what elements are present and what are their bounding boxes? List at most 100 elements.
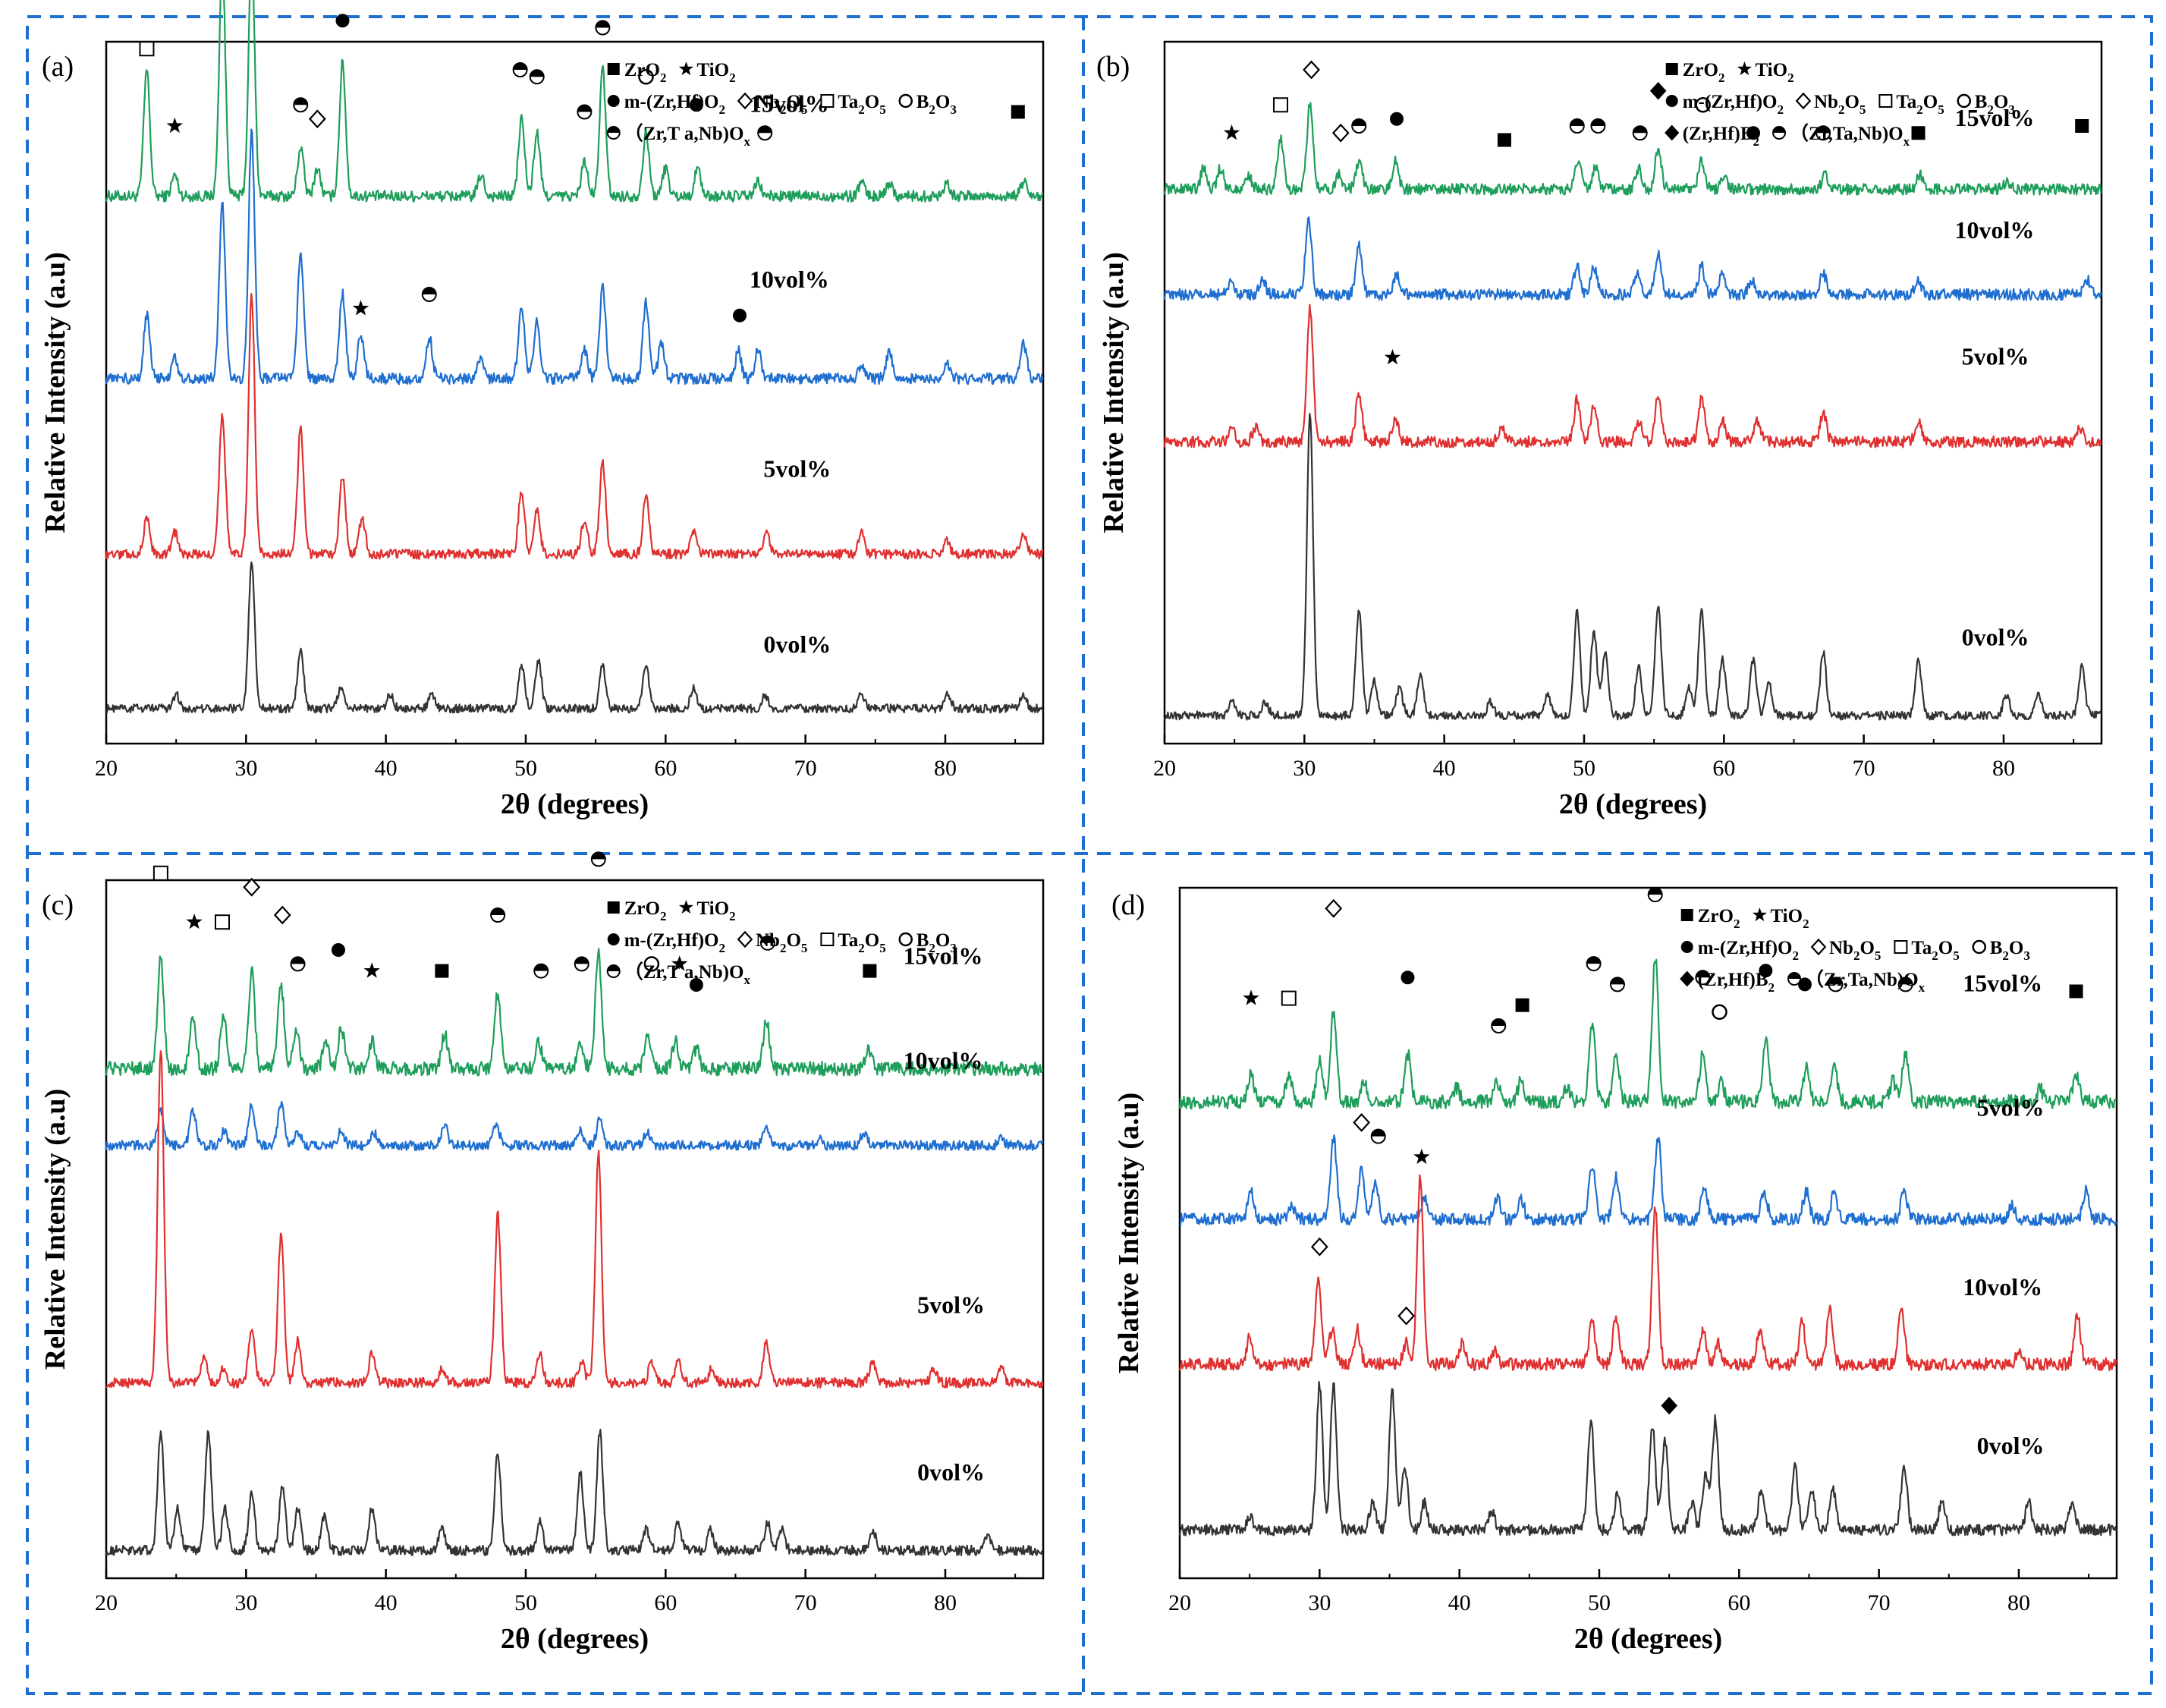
phase-marker-star: [1413, 1148, 1430, 1164]
phase-marker-open-diamond: [1397, 1306, 1416, 1326]
legend-label: O: [1859, 938, 1874, 958]
legend-entry: Nb2O5: [1829, 938, 1881, 963]
legend-label: B: [1975, 92, 1988, 112]
panel-1: (b) 20 30 40 50 60 70 80 2θ (degrees) Relative In…: [1096, 40, 2103, 820]
phase-marker-filled-square: [1011, 105, 1025, 119]
phase-marker-half-circle-fill: [591, 852, 605, 860]
x-tick-label: 60: [654, 756, 677, 781]
legend-label: O: [1844, 92, 1859, 112]
legend-entry: B2O3: [916, 930, 957, 955]
legend-subscript: 3: [950, 941, 957, 955]
phase-marker-half-circle: [1569, 118, 1585, 134]
legend-label: O: [786, 930, 800, 951]
legend-label: m-(Zr,Hf)O: [1683, 92, 1778, 112]
phase-marker-half-circle-fill: [760, 936, 775, 943]
phase-marker-half-circle: [1815, 125, 1831, 141]
phase-marker-open-square: [139, 41, 155, 57]
x-tick-label: 20: [1153, 756, 1176, 781]
legend-symbol-open-square: [1894, 940, 1908, 954]
legend-label: O: [865, 92, 879, 112]
x-axis-title: 2θ (degrees): [1559, 788, 1707, 820]
legend-label: （Zr,T a,Nb)O: [624, 122, 744, 144]
legend-label: B: [916, 930, 929, 951]
legend-entry: （Zr,T a,Nb)Ox: [624, 122, 751, 149]
legend-subscript: 2: [1838, 102, 1845, 117]
legend-symbol-open-circle: [1972, 939, 1986, 955]
legend-subscript: 2: [660, 909, 667, 923]
phase-marker-half-circle-fill: [1586, 957, 1601, 964]
legend-symbol-half-circle-fill: [607, 965, 620, 971]
x-tick-label: 40: [1448, 1590, 1471, 1615]
x-tick-label: 30: [1308, 1590, 1331, 1615]
phase-marker-filled-diamond: [1661, 1396, 1677, 1415]
phase-marker-half-circle: [590, 851, 606, 867]
phase-marker-half-circle: [759, 935, 775, 951]
series-label: 15vol%: [1954, 104, 2034, 131]
x-tick-label: 50: [514, 756, 537, 781]
x-axis-title: 2θ (degrees): [501, 1623, 649, 1655]
legend-label: Nb: [756, 92, 780, 112]
series-line-10vol%: [1163, 216, 2102, 301]
legend-subscript: 2: [1734, 917, 1740, 931]
phase-marker-half-circle: [1897, 977, 1913, 992]
series-label: 5vol%: [763, 455, 831, 483]
x-tick-label: 70: [794, 756, 817, 781]
legend-subscript: 2: [780, 102, 787, 117]
phase-marker-filled-square: [1497, 133, 1511, 147]
phase-marker-half-circle-fill: [1610, 977, 1624, 985]
series-label: 15vol%: [1963, 970, 2042, 997]
phase-marker-half-circle-fill: [422, 288, 436, 294]
legend-symbol-open-square: [820, 94, 835, 108]
x-tick-label: 20: [1168, 1590, 1191, 1615]
legend-subscript: x: [1919, 980, 1926, 995]
legend-symbol-filled-diamond: [1680, 970, 1695, 987]
figure-border: [26, 15, 2153, 1695]
x-tick-label: 30: [1293, 756, 1316, 781]
series-line-15vol%: [1178, 958, 2117, 1110]
plot-frame: [1178, 886, 2118, 1580]
legend-subscript: 5: [1938, 102, 1944, 117]
legend-entry: Nb2O5: [756, 92, 807, 117]
legend-symbol-star: [678, 900, 693, 914]
legend-symbol-filled-circle: [607, 95, 620, 107]
series-label: 5vol%: [917, 1291, 985, 1318]
phase-marker-half-circle-fill: [1898, 977, 1913, 985]
phase-marker-open-diamond: [1353, 1112, 1371, 1132]
phase-marker-half-circle-fill: [1352, 119, 1366, 126]
legend-subscript: 2: [718, 941, 725, 955]
y-axis-title: Relative Intensity (a.u): [39, 1089, 71, 1370]
series-line-0vol%: [1178, 1380, 2117, 1537]
legend-label: B: [1990, 938, 2003, 958]
legend-symbol-half-circle-fill: [1788, 973, 1801, 979]
panel-2: (c) 20 30 40 50 60 70 80 2θ (degrees) Relative In…: [39, 851, 1045, 1655]
legend-symbol-open-circle: [1957, 93, 1971, 109]
phase-marker-half-circle: [1828, 977, 1844, 992]
series-label: 10vol%: [1963, 1273, 2042, 1301]
legend-symbol-filled-square: [1680, 909, 1693, 921]
phase-marker-half-circle: [577, 104, 593, 120]
y-axis-title: Relative Intensity (a.u): [1098, 252, 1130, 533]
series-line-15vol%: [105, 948, 1044, 1077]
legend-symbol-open-diamond: [737, 930, 753, 948]
phase-marker-half-circle-fill: [1591, 119, 1605, 126]
phase-marker-star: [671, 955, 688, 971]
legend-subscript: 2: [1768, 980, 1775, 995]
legend-subscript: 2: [1777, 102, 1784, 117]
phase-marker-open-circle: [638, 69, 654, 85]
legend-symbol-open-diamond: [1795, 92, 1812, 110]
phase-marker-half-circle-fill: [1828, 977, 1843, 985]
legend-symbol-half-circle-fill: [1773, 127, 1786, 133]
legend-subscript: x: [743, 134, 750, 149]
legend-subscript: 2: [1753, 134, 1760, 149]
phase-marker-filled-circle: [1759, 964, 1773, 978]
series-line-5vol%: [1179, 1134, 2117, 1227]
phase-marker-half-circle: [595, 20, 611, 36]
legend-symbol-half-circle-fill: [607, 127, 620, 133]
legend-subscript: 3: [2023, 948, 2030, 963]
series-line-5vol%: [105, 1050, 1044, 1389]
series-line-5vol%: [1163, 304, 2102, 448]
series-line-15vol%: [1163, 102, 2102, 196]
phase-marker-half-circle-fill: [1371, 1129, 1385, 1137]
